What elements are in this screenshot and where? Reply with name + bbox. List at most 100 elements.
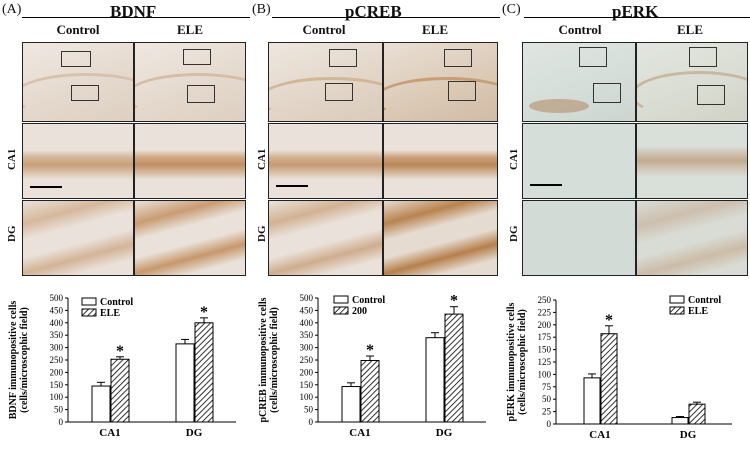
- scale-bar: [30, 186, 62, 188]
- panel-c: (C) pERK Control ELE CA1 DG 0 25 50 75 100 12…: [500, 0, 750, 452]
- column-label-control: Control: [302, 22, 346, 37]
- micro-overview-control: [522, 42, 636, 122]
- y-tick-label: 50: [304, 405, 314, 415]
- title-rule: [524, 17, 750, 18]
- panel-letter: (C): [502, 2, 521, 17]
- x-tick-label: DG: [680, 429, 697, 441]
- micro-overview-control: [22, 42, 134, 122]
- y-tick-label: 175: [538, 332, 552, 342]
- roi-box: [71, 85, 99, 101]
- significance-star: *: [200, 304, 208, 321]
- bar-control-ca1: [341, 386, 361, 423]
- micro-dg-control: [22, 200, 134, 276]
- micro-overview-control: [268, 42, 383, 122]
- bar-200-dg: [444, 313, 464, 423]
- legend-swatch: [669, 306, 685, 315]
- bar-ele-dg: [688, 403, 706, 425]
- roi-box: [697, 85, 725, 105]
- micro-dg-ele: [134, 200, 246, 276]
- x-tick-label: DG: [186, 427, 203, 439]
- bar-chart-perk: 0 25 50 75 100 125 150 175 200 225 250 pERK immunop…: [506, 295, 732, 441]
- legend-label: ELE: [688, 306, 708, 317]
- row-label-dg: DG: [508, 225, 520, 243]
- bar-control-ca1: [91, 385, 111, 423]
- scale-bar: [276, 185, 308, 187]
- panel-a: (A) BDNF Control ELE CA1 DG 0 50 100 150 200…: [0, 0, 250, 452]
- panel-title: pCREB: [345, 2, 402, 21]
- roi-box: [329, 49, 357, 67]
- roi-box: [61, 51, 91, 67]
- y-axis-label: (cells/microscophic field): [517, 309, 528, 415]
- y-tick-label: 200: [50, 367, 64, 377]
- title-rule: [22, 17, 250, 18]
- y-tick-label: 300: [300, 343, 314, 353]
- y-tick-label: 450: [50, 305, 64, 315]
- y-tick-label: 50: [54, 405, 64, 415]
- legend-label: Control: [688, 295, 721, 306]
- row-label-ca1: CA1: [6, 148, 18, 170]
- significance-star: *: [450, 293, 458, 310]
- bar-chart-bdnf: 0 50 100 150 200 250 300 350 400 450 500 BDNF immun…: [8, 293, 236, 439]
- y-tick-label: 400: [300, 318, 314, 328]
- roi-box: [187, 85, 215, 103]
- legend-swatch: [81, 297, 97, 306]
- legend-swatch: [333, 295, 349, 304]
- legend-swatch: [669, 295, 685, 304]
- legend-label: 200: [352, 306, 367, 317]
- y-axis-label: pCREB immunopositive cells: [258, 297, 269, 422]
- micro-dg-control: [522, 200, 636, 276]
- y-tick-label: 500: [300, 293, 314, 303]
- legend-swatch: [333, 306, 349, 315]
- y-tick-label: 150: [50, 380, 64, 390]
- y-tick-label: 350: [50, 330, 64, 340]
- x-tick-label: CA1: [349, 427, 370, 439]
- micro-ca1-ele: [383, 123, 498, 199]
- y-tick-label: 400: [50, 318, 64, 328]
- panel-title: BDNF: [110, 2, 157, 21]
- roi-box: [183, 49, 211, 65]
- y-tick-label: 250: [50, 355, 64, 365]
- micro-overview-ele: [134, 42, 246, 122]
- y-tick-label: 150: [538, 345, 552, 355]
- micro-ca1-control: [522, 123, 636, 199]
- legend-label: Control: [352, 295, 385, 306]
- micro-overview-ele: [636, 42, 748, 122]
- panel-letter: (B): [252, 2, 271, 17]
- micro-ca1-control: [268, 123, 383, 199]
- significance-star: *: [366, 342, 374, 359]
- column-label-ele: ELE: [421, 22, 448, 37]
- y-tick-label: 0: [547, 419, 552, 429]
- panel-title: pERK: [612, 2, 659, 21]
- micro-dg-ele: [636, 200, 748, 276]
- roi-box: [325, 83, 353, 101]
- column-label-ele: ELE: [176, 22, 203, 37]
- y-tick-label: 0: [59, 417, 64, 427]
- x-tick-label: DG: [436, 427, 453, 439]
- x-tick-label: CA1: [589, 429, 610, 441]
- roi-box: [689, 47, 717, 67]
- y-tick-label: 0: [309, 417, 314, 427]
- title-rule: [272, 17, 500, 18]
- micro-dg-control: [268, 200, 383, 276]
- y-tick-label: 350: [300, 330, 314, 340]
- y-tick-label: 25: [542, 407, 552, 417]
- bar-ele-ca1: [600, 333, 618, 425]
- legend-label: Control: [100, 297, 133, 308]
- micro-ca1-ele: [134, 123, 246, 199]
- bar-chart-pcreb: 0 50 100 150 200 250 300 350 400 450 500 pCREB immu…: [258, 293, 486, 439]
- y-axis-label: pERK immunopositive cells: [506, 302, 517, 421]
- y-tick-label: 100: [300, 392, 314, 402]
- significance-star: *: [116, 343, 124, 360]
- y-tick-label: 500: [50, 293, 64, 303]
- bar-control-ca1: [583, 377, 601, 425]
- panel-letter: (A): [2, 2, 22, 17]
- roi-box: [448, 81, 476, 101]
- y-tick-label: 200: [300, 367, 314, 377]
- y-tick-label: 225: [538, 307, 552, 317]
- legend-swatch: [81, 308, 97, 317]
- bar-control-dg: [425, 337, 445, 423]
- bar-200-ca1: [360, 359, 380, 423]
- y-tick-label: 250: [538, 295, 552, 305]
- bar-control-dg: [671, 417, 689, 425]
- y-tick-label: 250: [300, 355, 314, 365]
